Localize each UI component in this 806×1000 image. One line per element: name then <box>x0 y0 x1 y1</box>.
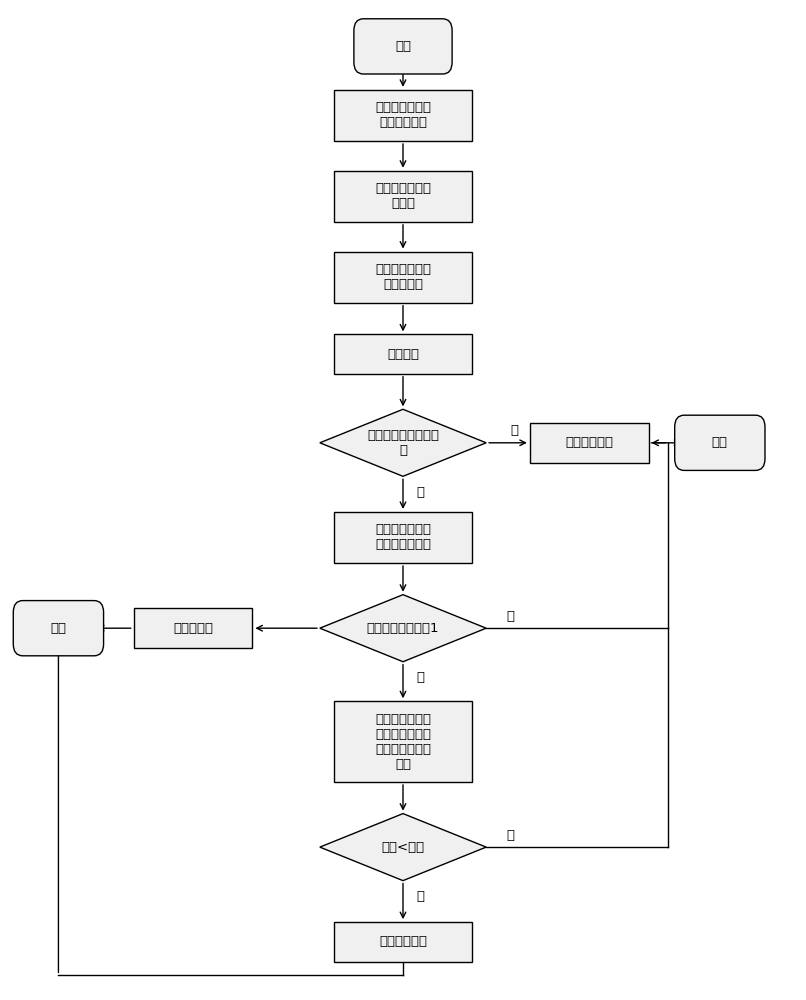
Text: 是: 是 <box>506 610 514 623</box>
Text: 前者<后者: 前者<后者 <box>381 841 425 854</box>
Bar <box>334 701 472 782</box>
Bar <box>334 334 472 374</box>
Text: 接入最小邻区: 接入最小邻区 <box>379 935 427 948</box>
Text: 是: 是 <box>510 424 518 437</box>
Text: 当前负载小于平均负
载: 当前负载小于平均负 载 <box>367 429 439 457</box>
Text: 开始: 开始 <box>395 40 411 53</box>
FancyBboxPatch shape <box>13 601 104 656</box>
FancyBboxPatch shape <box>354 19 452 74</box>
Text: 计算接入当前小
区后的负载: 计算接入当前小 区后的负载 <box>375 263 431 291</box>
Text: 计算当前小区的
业务到达概率: 计算当前小区的 业务到达概率 <box>375 101 431 129</box>
Bar <box>334 512 472 563</box>
Bar <box>334 171 472 222</box>
Bar <box>334 922 472 962</box>
Text: 否: 否 <box>417 671 425 684</box>
Polygon shape <box>320 814 486 881</box>
Bar <box>134 608 252 648</box>
Text: 否: 否 <box>417 890 425 903</box>
Text: 计算接入最小负
载邻区后的负载: 计算接入最小负 载邻区后的负载 <box>375 523 431 551</box>
Bar <box>530 423 649 463</box>
Text: 计算分别接入当
前小区及最小负
载邻区后的均衡
因子: 计算分别接入当 前小区及最小负 载邻区后的均衡 因子 <box>375 713 431 771</box>
Text: 否: 否 <box>417 486 425 499</box>
Text: 是: 是 <box>506 829 514 842</box>
Text: 结束: 结束 <box>712 436 728 449</box>
FancyBboxPatch shape <box>675 415 765 470</box>
Polygon shape <box>320 595 486 662</box>
Bar <box>334 251 472 303</box>
Text: 平均负载: 平均负载 <box>387 348 419 361</box>
Text: 接入当前小区: 接入当前小区 <box>565 436 613 449</box>
Text: 结束: 结束 <box>51 622 66 635</box>
Polygon shape <box>320 409 486 476</box>
Text: 拒绝该用户: 拒绝该用户 <box>173 622 213 635</box>
Text: 最小邻区负载大于1: 最小邻区负载大于1 <box>367 622 439 635</box>
Text: 计算业务发起占
用带宽: 计算业务发起占 用带宽 <box>375 182 431 210</box>
Bar <box>334 90 472 141</box>
